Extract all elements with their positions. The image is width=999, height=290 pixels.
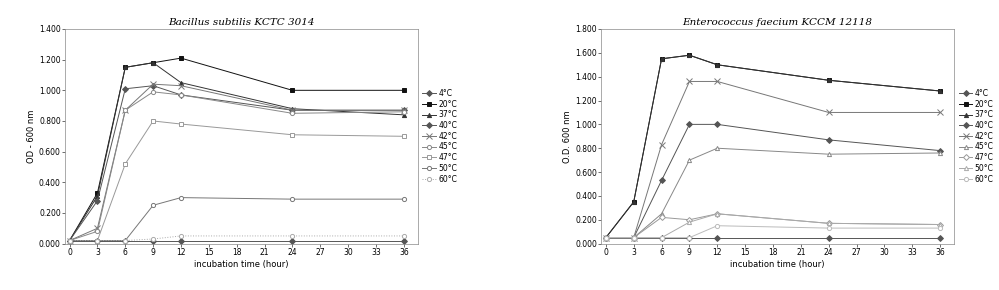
Y-axis label: OD - 600 nm: OD - 600 nm — [27, 110, 36, 163]
Title: Enterococcus faecium KCCM 12118: Enterococcus faecium KCCM 12118 — [682, 18, 873, 27]
Legend: 4°C, 20°C, 37°C, 40°C, 42°C, 45°C, 47°C, 50°C, 60°C: 4°C, 20°C, 37°C, 40°C, 42°C, 45°C, 47°C,… — [958, 88, 994, 184]
Title: Bacillus subtilis KCTC 3014: Bacillus subtilis KCTC 3014 — [168, 18, 315, 27]
Y-axis label: O.D. 600 nm: O.D. 600 nm — [563, 110, 572, 163]
X-axis label: incubation time (hour): incubation time (hour) — [730, 260, 825, 269]
X-axis label: incubation time (hour): incubation time (hour) — [194, 260, 289, 269]
Legend: 4°C, 20°C, 37°C, 40°C, 42°C, 45°C, 47°C, 50°C, 60°C: 4°C, 20°C, 37°C, 40°C, 42°C, 45°C, 47°C,… — [422, 88, 458, 184]
